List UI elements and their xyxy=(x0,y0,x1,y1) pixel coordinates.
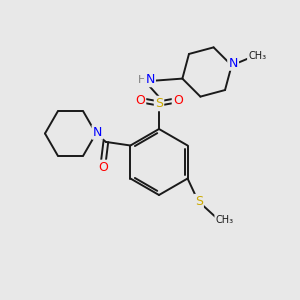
Text: O: O xyxy=(135,94,145,107)
Text: S: S xyxy=(155,97,163,110)
Text: N: N xyxy=(228,56,238,70)
Text: CH₃: CH₃ xyxy=(215,215,233,225)
Text: N: N xyxy=(145,73,155,86)
Text: CH₃: CH₃ xyxy=(248,51,266,62)
Text: H: H xyxy=(138,74,146,85)
Text: O: O xyxy=(98,161,108,174)
Text: O: O xyxy=(173,94,183,107)
Text: N: N xyxy=(93,125,102,139)
Text: S: S xyxy=(195,195,203,208)
